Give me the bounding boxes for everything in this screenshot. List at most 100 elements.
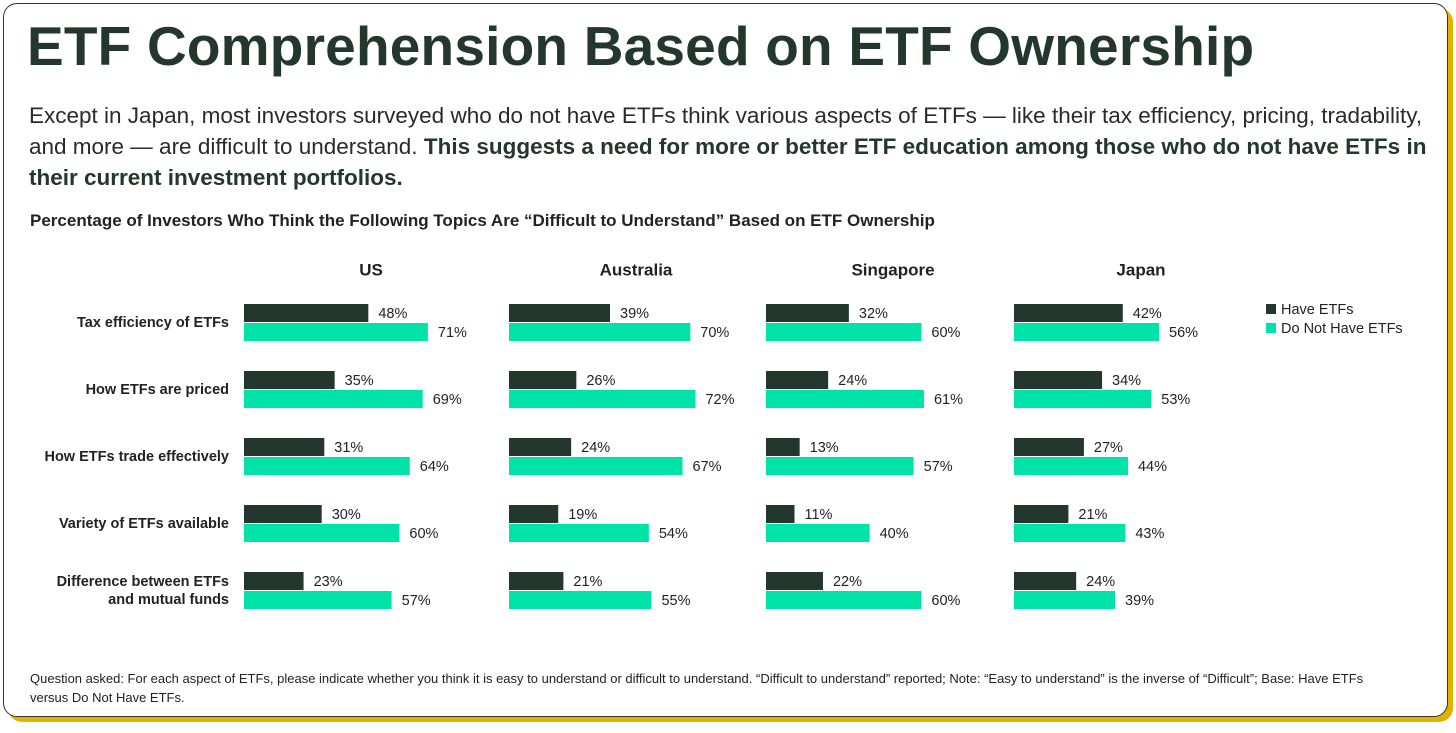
bar <box>509 304 611 322</box>
value-label: 56% <box>1169 325 1198 341</box>
legend-swatch <box>1266 304 1276 314</box>
bar <box>1014 572 1077 590</box>
bar <box>244 524 400 542</box>
category-label: Difference between ETFs and mutual funds <box>56 574 229 608</box>
subtitle-bold: This suggests a need for more or better … <box>29 134 1427 190</box>
value-label: 35% <box>345 373 374 389</box>
bar <box>766 572 823 590</box>
bar <box>244 572 304 590</box>
bar <box>244 438 325 456</box>
bar <box>766 390 924 408</box>
title: ETF Comprehension Based on ETF Ownership <box>27 15 1255 77</box>
value-label: 43% <box>1135 526 1164 542</box>
value-label: 32% <box>859 306 888 322</box>
bar <box>766 591 922 609</box>
bar <box>1014 304 1123 322</box>
category-label: Variety of ETFs available <box>58 516 229 532</box>
bar <box>244 323 428 341</box>
bar <box>509 572 564 590</box>
panel-title: Japan <box>1116 260 1165 279</box>
value-label: 24% <box>1086 574 1115 590</box>
card <box>3 3 1448 717</box>
value-label: 34% <box>1112 373 1141 389</box>
value-label: 64% <box>420 459 449 475</box>
legend-label: Have ETFs <box>1281 302 1354 318</box>
value-label: 24% <box>581 440 610 456</box>
value-label: 57% <box>402 593 431 609</box>
value-label: 69% <box>433 392 462 408</box>
value-label: 39% <box>620 306 649 322</box>
bar <box>1014 591 1116 609</box>
value-label: 13% <box>810 440 839 456</box>
value-label: 23% <box>314 574 343 590</box>
value-label: 67% <box>693 459 722 475</box>
value-label: 11% <box>804 507 832 523</box>
bar <box>244 390 423 408</box>
panel-title: Singapore <box>851 260 934 279</box>
bar <box>244 371 335 389</box>
bar <box>766 438 800 456</box>
value-label: 44% <box>1138 459 1167 475</box>
value-label: 27% <box>1094 440 1123 456</box>
value-label: 21% <box>1078 507 1107 523</box>
value-label: 71% <box>438 325 467 341</box>
bar <box>244 591 392 609</box>
value-label: 21% <box>573 574 602 590</box>
value-label: 53% <box>1161 392 1190 408</box>
bar <box>509 371 577 389</box>
footnote: Question asked: For each aspect of ETFs,… <box>30 671 1364 705</box>
legend-swatch <box>1266 323 1276 333</box>
bar <box>766 524 870 542</box>
bar <box>509 591 652 609</box>
value-label: 26% <box>586 373 615 389</box>
value-label: 48% <box>378 306 407 322</box>
value-label: 72% <box>705 392 734 408</box>
bar <box>1014 390 1152 408</box>
bar <box>766 457 914 475</box>
bar <box>509 524 649 542</box>
bar <box>244 457 410 475</box>
bar <box>244 505 322 523</box>
panel-title: US <box>359 260 383 279</box>
bar <box>509 457 683 475</box>
bar <box>766 304 849 322</box>
value-label: 31% <box>334 440 363 456</box>
bar <box>1014 457 1128 475</box>
category-label: How ETFs trade effectively <box>44 449 229 465</box>
bar <box>509 323 691 341</box>
bar <box>766 323 922 341</box>
subtitle-plain: Except in Japan, most investors surveyed… <box>29 103 1423 159</box>
bar <box>766 371 829 389</box>
category-label: How ETFs are priced <box>85 382 229 398</box>
bar <box>509 438 572 456</box>
value-label: 39% <box>1125 593 1154 609</box>
bar <box>1014 323 1160 341</box>
value-label: 54% <box>659 526 688 542</box>
value-label: 57% <box>924 459 953 475</box>
bar <box>244 304 369 322</box>
legend-label: Do Not Have ETFs <box>1281 321 1403 337</box>
value-label: 19% <box>568 507 597 523</box>
bar <box>1014 505 1069 523</box>
value-label: 55% <box>661 593 690 609</box>
chart-title: Percentage of Investors Who Think the Fo… <box>30 211 935 230</box>
value-label: 60% <box>409 526 438 542</box>
bar <box>509 390 696 408</box>
value-label: 30% <box>332 507 361 523</box>
panel-title: Australia <box>600 260 673 279</box>
bar <box>1014 438 1084 456</box>
value-label: 61% <box>934 392 963 408</box>
value-label: 40% <box>880 526 909 542</box>
bar <box>766 505 795 523</box>
subtitle: Except in Japan, most investors surveyed… <box>29 100 1429 193</box>
bar <box>1014 524 1126 542</box>
value-label: 70% <box>700 325 729 341</box>
bar <box>509 505 559 523</box>
category-label: Tax efficiency of ETFs <box>76 315 229 331</box>
bar <box>1014 371 1103 389</box>
value-label: 60% <box>931 593 960 609</box>
value-label: 42% <box>1133 306 1162 322</box>
value-label: 24% <box>838 373 867 389</box>
